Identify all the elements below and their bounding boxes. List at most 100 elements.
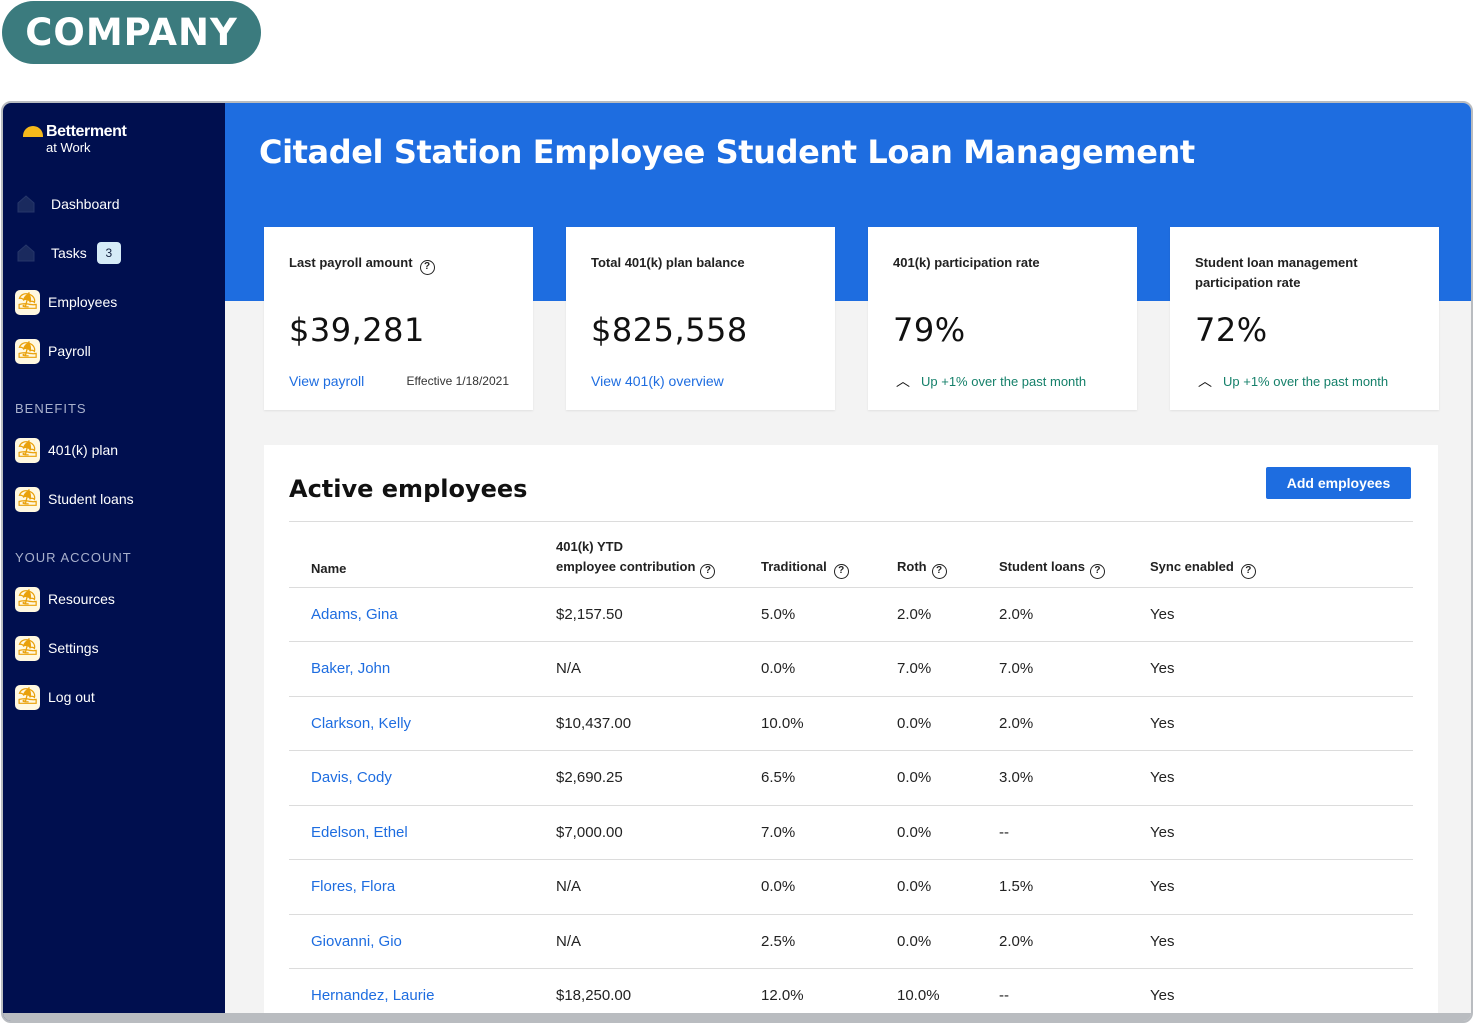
sync-cell: Yes	[1150, 805, 1413, 860]
tasks-count-badge: 3	[96, 242, 121, 264]
traditional-cell: 5.0%	[761, 587, 897, 642]
help-icon[interactable]: ?	[1240, 563, 1256, 579]
sidebar-item-401k-plan[interactable]: ⛱ 401(k) plan	[15, 436, 118, 464]
section-label-account: YOUR ACCOUNT	[15, 550, 132, 565]
help-icon[interactable]: ?	[1089, 563, 1105, 579]
trend-text: Up +1% over the past month	[1223, 373, 1389, 389]
column-header-name[interactable]: Name	[289, 532, 556, 588]
betterment-logo-icon: ⛱	[15, 437, 40, 463]
column-header-contribution[interactable]: 401(k) YTD employee contribution?	[556, 532, 761, 588]
betterment-logo-icon: ⛱	[15, 338, 40, 364]
trend-text: Up +1% over the past month	[921, 373, 1087, 389]
table-row[interactable]: Clarkson, Kelly $10,437.00 10.0% 0.0% 2.…	[289, 696, 1413, 751]
sidebar-item-employees[interactable]: ⛱ Employees	[15, 288, 117, 316]
sync-cell: Yes	[1150, 587, 1413, 642]
student-loans-cell: 7.0%	[999, 641, 1150, 697]
sidebar-item-label: Employees	[48, 294, 118, 310]
header-label: Student loans	[999, 559, 1085, 574]
roth-cell: 7.0%	[897, 641, 999, 697]
contribution-cell: $7,000.00	[556, 805, 761, 860]
table-row[interactable]: Edelson, Ethel $7,000.00 7.0% 0.0% -- Ye…	[289, 805, 1413, 860]
card-label: 401(k) participation rate	[893, 255, 1040, 270]
table-row[interactable]: Adams, Gina $2,157.50 5.0% 2.0% 2.0% Yes	[289, 587, 1413, 642]
effective-date: Effective 1/18/2021	[406, 374, 509, 388]
sidebar: Betterment at Work Dashboard Tasks 3 ⛱ E…	[3, 103, 225, 1021]
brand-sub: at Work	[46, 140, 91, 155]
traditional-cell: 0.0%	[761, 641, 897, 697]
roth-cell: 10.0%	[897, 968, 999, 1021]
sidebar-item-dashboard[interactable]: Dashboard	[15, 190, 120, 218]
brand-name: Betterment	[46, 123, 127, 140]
card-value: $825,558	[591, 311, 748, 349]
column-header-roth[interactable]: Roth?	[897, 532, 999, 588]
sync-cell: Yes	[1150, 914, 1413, 969]
column-header-traditional[interactable]: Traditional?	[761, 532, 897, 588]
employee-name-link[interactable]: Flores, Flora	[289, 859, 556, 915]
employee-name-link[interactable]: Clarkson, Kelly	[289, 696, 556, 751]
header-label: Name	[311, 560, 347, 576]
sidebar-item-log-out[interactable]: ⛱ Log out	[15, 683, 95, 711]
student-loans-cell: --	[999, 805, 1150, 860]
card-value: 79%	[893, 311, 966, 349]
main-content: Citadel Station Employee Student Loan Ma…	[225, 103, 1471, 1021]
contribution-cell: $10,437.00	[556, 696, 761, 751]
student-loans-cell: 2.0%	[999, 587, 1150, 642]
betterment-logo-icon: ⛱	[15, 289, 40, 315]
column-header-sync[interactable]: Sync enabled?	[1150, 532, 1413, 588]
sidebar-item-settings[interactable]: ⛱ Settings	[15, 634, 99, 662]
table-row[interactable]: Giovanni, Gio N/A 2.5% 0.0% 2.0% Yes	[289, 914, 1413, 969]
employee-name-link[interactable]: Giovanni, Gio	[289, 914, 556, 969]
sidebar-item-resources[interactable]: ⛱ Resources	[15, 585, 115, 613]
student-loans-cell: 2.0%	[999, 696, 1150, 751]
employee-name-link[interactable]: Davis, Cody	[289, 750, 556, 806]
stat-card-last-payroll: Last payroll amount? $39,281 View payrol…	[264, 227, 533, 410]
card-label-text: Last payroll amount	[289, 255, 413, 270]
contribution-cell: N/A	[556, 641, 761, 697]
table-row[interactable]: Flores, Flora N/A 0.0% 0.0% 1.5% Yes	[289, 859, 1413, 915]
employee-name-link[interactable]: Hernandez, Laurie	[289, 968, 556, 1021]
header-label: Traditional	[761, 559, 827, 574]
help-icon[interactable]: ?	[833, 563, 849, 579]
contribution-cell: $18,250.00	[556, 968, 761, 1021]
sync-cell: Yes	[1150, 750, 1413, 806]
table-header-row: Name 401(k) YTD employee contribution? Tr…	[289, 532, 1413, 588]
student-loans-cell: 2.0%	[999, 914, 1150, 969]
traditional-cell: 10.0%	[761, 696, 897, 751]
sidebar-item-label: Tasks	[51, 245, 87, 261]
employee-name-link[interactable]: Baker, John	[289, 641, 556, 697]
column-header-student-loans[interactable]: Student loans?	[999, 532, 1150, 588]
employees-table: Name 401(k) YTD employee contribution? Tr…	[289, 532, 1413, 1021]
trend-indicator: ︿ Up +1% over the past month	[1198, 371, 1388, 391]
view-payroll-link[interactable]: View payroll	[289, 373, 365, 389]
view-401k-overview-link[interactable]: View 401(k) overview	[591, 373, 724, 389]
section-label-benefits: BENEFITS	[15, 401, 87, 416]
help-icon[interactable]: ?	[700, 563, 716, 579]
employee-name-link[interactable]: Adams, Gina	[289, 587, 556, 642]
help-icon[interactable]: ?	[931, 563, 947, 579]
stat-card-401k-participation: 401(k) participation rate 79% ︿ Up +1% o…	[868, 227, 1137, 410]
company-badge: COMPANY	[2, 1, 261, 64]
home-icon	[15, 193, 37, 215]
betterment-logo-icon	[23, 126, 43, 137]
sidebar-item-label: Student loans	[48, 491, 134, 507]
card-label: Last payroll amount?	[289, 253, 513, 275]
add-employees-button[interactable]: Add employees	[1266, 467, 1411, 499]
home-icon	[15, 242, 37, 264]
sidebar-item-label: Log out	[48, 689, 95, 705]
sidebar-item-student-loans[interactable]: ⛱ Student loans	[15, 485, 134, 513]
contribution-cell: N/A	[556, 914, 761, 969]
sidebar-item-payroll[interactable]: ⛱ Payroll	[15, 337, 91, 365]
sync-cell: Yes	[1150, 641, 1413, 697]
table-row[interactable]: Baker, John N/A 0.0% 7.0% 7.0% Yes	[289, 641, 1413, 697]
page-title: Citadel Station Employee Student Loan Ma…	[259, 133, 1195, 171]
employee-name-link[interactable]: Edelson, Ethel	[289, 805, 556, 860]
table-row[interactable]: Hernandez, Laurie $18,250.00 12.0% 10.0%…	[289, 968, 1413, 1021]
sidebar-item-tasks[interactable]: Tasks 3	[15, 239, 121, 267]
contribution-cell: N/A	[556, 859, 761, 915]
contribution-cell: $2,690.25	[556, 750, 761, 806]
header-label: employee contribution	[556, 559, 696, 574]
help-icon[interactable]: ?	[419, 259, 435, 275]
student-loans-cell: 3.0%	[999, 750, 1150, 806]
table-row[interactable]: Davis, Cody $2,690.25 6.5% 0.0% 3.0% Yes	[289, 750, 1413, 806]
active-employees-panel: Active employees Add employees Name 401(…	[264, 445, 1438, 1021]
